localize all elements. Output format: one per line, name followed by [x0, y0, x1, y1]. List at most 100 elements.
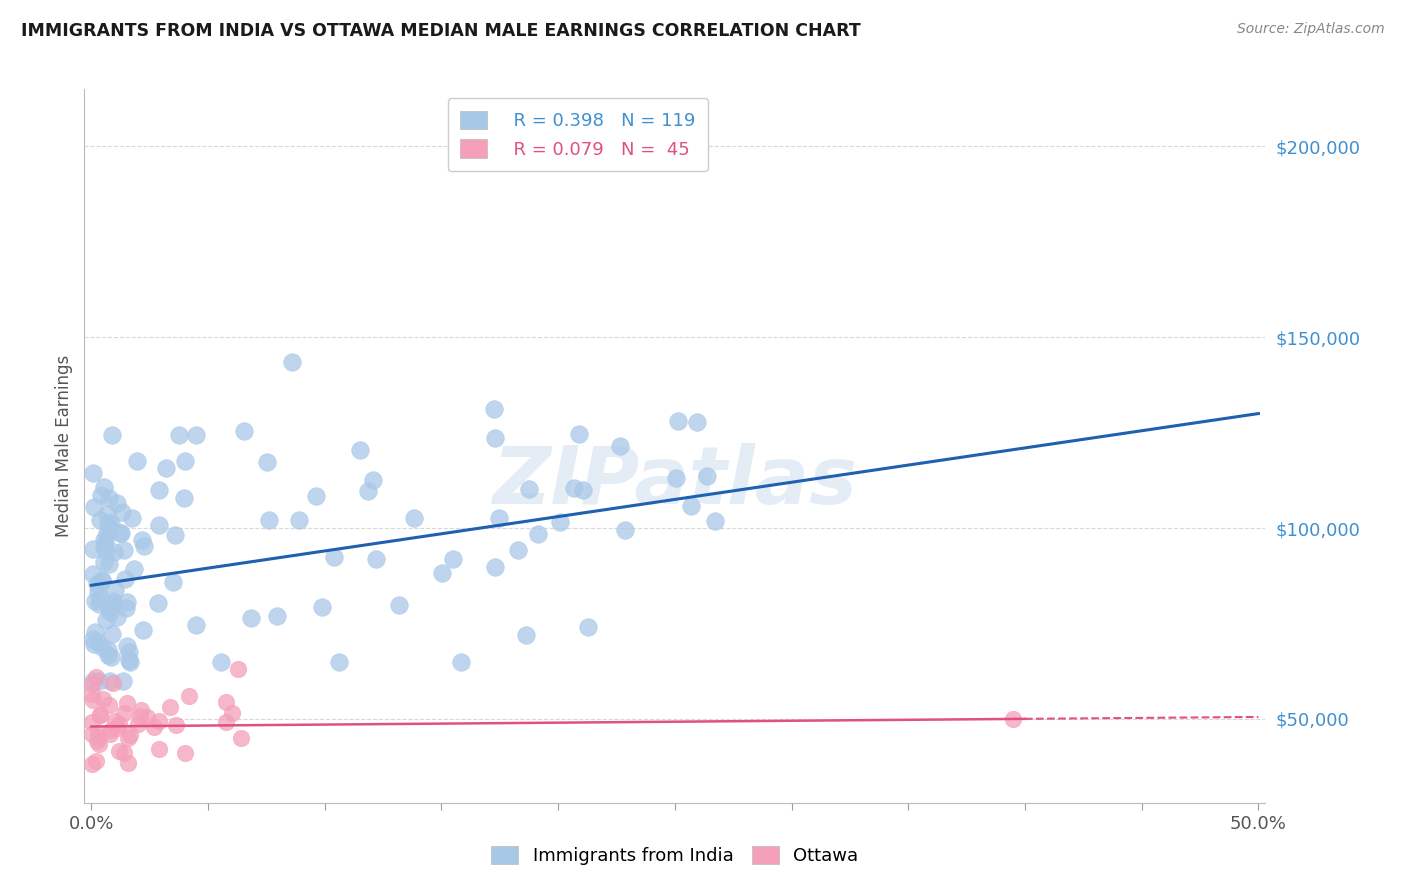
- Point: [280, 354, 302, 368]
- Point: [86, 733, 108, 747]
- Point: [86, 670, 108, 684]
- Point: [450, 655, 472, 669]
- Point: [105, 610, 128, 624]
- Point: [93, 480, 115, 494]
- Point: [87, 737, 110, 751]
- Point: [98, 673, 121, 688]
- Point: [101, 427, 124, 442]
- Point: [97, 642, 120, 657]
- Point: [96, 544, 118, 558]
- Point: [184, 428, 207, 442]
- Point: [80, 677, 103, 691]
- Point: [548, 515, 571, 529]
- Point: [127, 717, 149, 731]
- Point: [117, 731, 139, 746]
- Point: [311, 600, 333, 615]
- Point: [98, 520, 121, 534]
- Point: [506, 542, 529, 557]
- Point: [98, 727, 121, 741]
- Point: [111, 504, 134, 518]
- Point: [82, 567, 104, 582]
- Point: [100, 723, 122, 737]
- Point: [80, 714, 103, 729]
- Point: [87, 673, 110, 688]
- Point: [89, 707, 111, 722]
- Point: [90, 488, 112, 502]
- Point: [80, 727, 103, 741]
- Point: [96, 526, 118, 541]
- Point: [209, 655, 232, 669]
- Text: ZIPatlas: ZIPatlas: [492, 442, 858, 521]
- Point: [90, 574, 112, 588]
- Point: [82, 688, 104, 702]
- Point: [305, 489, 328, 503]
- Point: [98, 491, 121, 505]
- Point: [704, 514, 727, 528]
- Point: [441, 552, 464, 566]
- Point: [288, 513, 311, 527]
- Point: [609, 439, 631, 453]
- Point: [87, 585, 110, 599]
- Point: [404, 511, 426, 525]
- Point: [86, 577, 108, 591]
- Point: [122, 562, 145, 576]
- Point: [484, 431, 506, 445]
- Point: [148, 742, 170, 756]
- Point: [221, 706, 243, 721]
- Point: [100, 650, 122, 665]
- Point: [173, 491, 195, 505]
- Point: [104, 714, 127, 728]
- Point: [96, 508, 118, 522]
- Point: [90, 573, 112, 587]
- Point: [568, 426, 591, 441]
- Point: [114, 572, 136, 586]
- Point: [174, 747, 197, 761]
- Point: [696, 469, 718, 483]
- Text: Source: ZipAtlas.com: Source: ZipAtlas.com: [1237, 22, 1385, 37]
- Point: [665, 470, 688, 484]
- Point: [186, 618, 208, 632]
- Point: [159, 700, 181, 714]
- Point: [112, 706, 135, 720]
- Point: [101, 594, 124, 608]
- Point: [112, 542, 135, 557]
- Point: [148, 483, 170, 497]
- Point: [681, 499, 703, 513]
- Point: [96, 648, 118, 663]
- Point: [517, 482, 540, 496]
- Text: IMMIGRANTS FROM INDIA VS OTTAWA MEDIAN MALE EARNINGS CORRELATION CHART: IMMIGRANTS FROM INDIA VS OTTAWA MEDIAN M…: [21, 22, 860, 40]
- Point: [80, 757, 103, 772]
- Point: [328, 655, 350, 669]
- Point: [432, 566, 454, 580]
- Point: [257, 513, 280, 527]
- Point: [84, 594, 107, 608]
- Point: [614, 523, 637, 537]
- Point: [82, 466, 104, 480]
- Point: [167, 428, 190, 442]
- Point: [162, 575, 184, 590]
- Point: [101, 626, 124, 640]
- Point: [121, 511, 143, 525]
- Point: [357, 483, 380, 498]
- Point: [90, 640, 112, 655]
- Point: [179, 690, 201, 704]
- Point: [97, 601, 120, 615]
- Point: [1002, 712, 1025, 726]
- Point: [215, 695, 238, 709]
- Point: [118, 645, 141, 659]
- Point: [84, 625, 107, 640]
- Point: [101, 598, 124, 612]
- Point: [132, 624, 155, 638]
- Point: [97, 516, 120, 530]
- Point: [83, 500, 105, 514]
- Point: [155, 460, 177, 475]
- Y-axis label: Median Male Earnings: Median Male Earnings: [55, 355, 73, 537]
- Point: [96, 613, 118, 627]
- Point: [165, 528, 187, 542]
- Point: [108, 744, 131, 758]
- Point: [562, 481, 585, 495]
- Point: [91, 692, 114, 706]
- Point: [146, 596, 169, 610]
- Point: [87, 726, 110, 740]
- Point: [571, 483, 593, 498]
